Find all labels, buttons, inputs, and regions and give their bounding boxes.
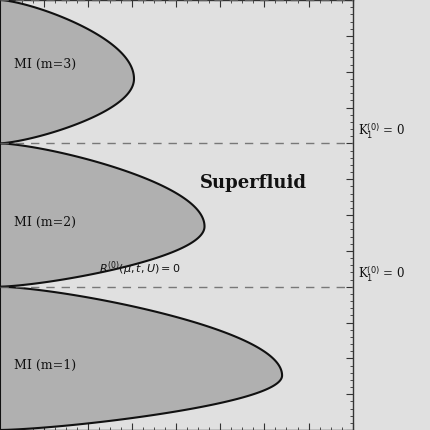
- Text: $R^{(0)}(\mu,t,U) = 0$: $R^{(0)}(\mu,t,U) = 0$: [99, 259, 180, 278]
- Text: Superfluid: Superfluid: [200, 175, 307, 193]
- Polygon shape: [0, 287, 282, 430]
- Polygon shape: [0, 0, 134, 143]
- Text: MI (m=3): MI (m=3): [14, 58, 76, 71]
- Text: K$_1^{(0)}$ = 0: K$_1^{(0)}$ = 0: [358, 121, 405, 141]
- Text: MI (m=1): MI (m=1): [14, 359, 76, 372]
- Polygon shape: [0, 143, 205, 287]
- Text: MI (m=2): MI (m=2): [14, 216, 76, 229]
- Text: K$_1^{(0)}$ = 0: K$_1^{(0)}$ = 0: [358, 264, 405, 284]
